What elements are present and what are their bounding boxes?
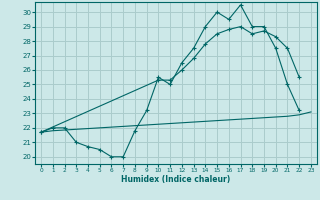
X-axis label: Humidex (Indice chaleur): Humidex (Indice chaleur) (121, 175, 231, 184)
